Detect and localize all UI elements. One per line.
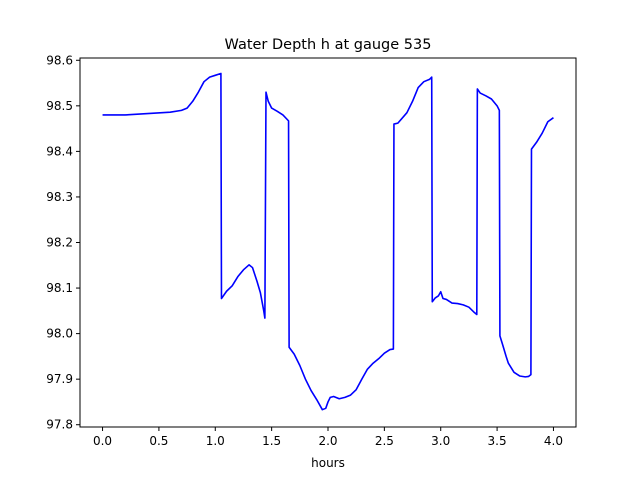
y-tick-label: 98.5	[46, 99, 73, 113]
x-axis-ticks: 0.0 0.5 1.0 1.5 2.0 2.5 3.0 3.5 4.0	[93, 427, 563, 448]
x-tick-label: 4.0	[544, 434, 563, 448]
x-tick-label: 2.5	[375, 434, 394, 448]
x-tick-label: 0.0	[93, 434, 112, 448]
y-tick-label: 98.2	[46, 236, 73, 250]
y-tick-label: 98.6	[46, 53, 73, 67]
y-tick-label: 98.4	[46, 144, 73, 158]
y-tick-label: 98.1	[46, 281, 73, 295]
y-tick-label: 97.8	[46, 418, 73, 432]
x-axis-label: hours	[311, 456, 345, 470]
y-tick-label: 97.9	[46, 372, 73, 386]
x-tick-label: 2.0	[318, 434, 337, 448]
y-tick-label: 98.3	[46, 190, 73, 204]
x-tick-label: 0.5	[149, 434, 168, 448]
x-tick-label: 3.0	[431, 434, 450, 448]
x-tick-label: 1.5	[262, 434, 281, 448]
series-group	[102, 72, 554, 411]
y-tick-label: 98.0	[46, 327, 73, 341]
x-tick-label: 3.5	[488, 434, 507, 448]
series-line-water-depth	[102, 72, 554, 411]
chart-title: Water Depth h at gauge 535	[225, 37, 432, 53]
x-tick-label: 1.0	[206, 434, 225, 448]
plot-frame	[79, 57, 577, 428]
y-axis-ticks: 97.8 97.9 98.0 98.1 98.2 98.3 98.4 98.5 98.6	[46, 53, 80, 432]
